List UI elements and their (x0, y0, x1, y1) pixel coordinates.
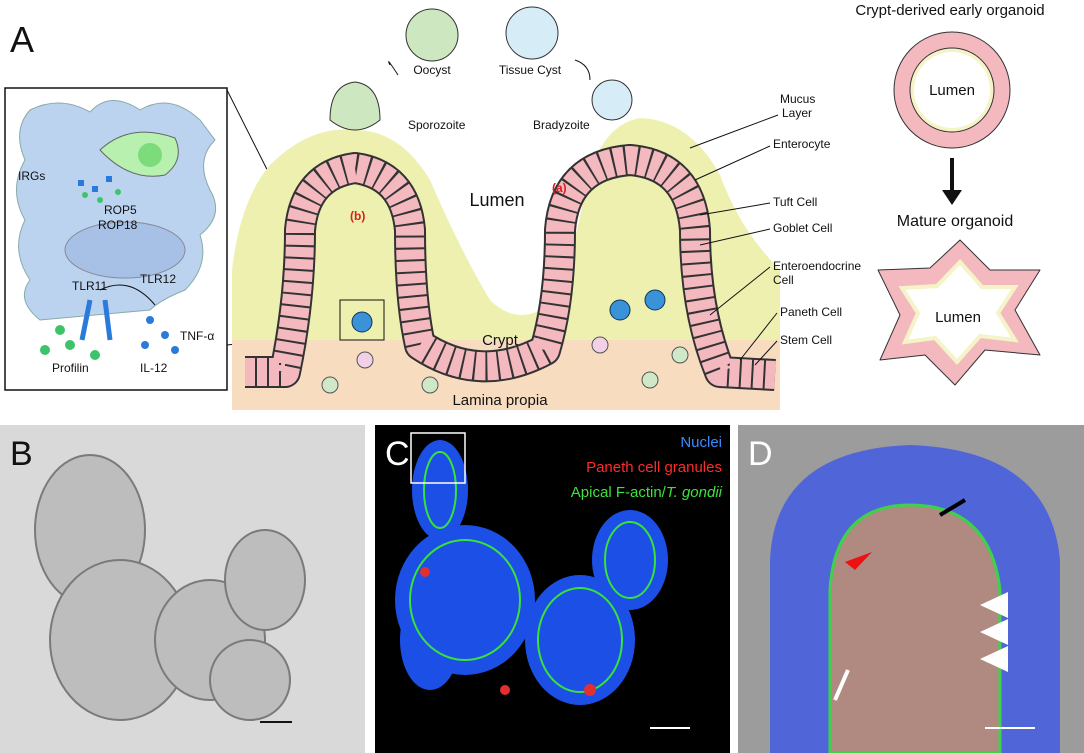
leader-lines (689, 114, 779, 366)
label: Tuft Cell (773, 195, 817, 209)
oocyst (405, 8, 459, 62)
label: Profilin (52, 361, 89, 375)
parasite-nucleus (138, 143, 162, 167)
profilin-dots (40, 325, 100, 360)
label: Enterocyte (773, 137, 831, 151)
label: Lumen (935, 309, 981, 326)
organoid-brightfield (34, 454, 306, 721)
label: Goblet Cell (773, 221, 832, 235)
legend-entry: Nuclei (680, 434, 722, 451)
label: IRGs (18, 169, 45, 183)
lumen (828, 503, 1002, 753)
mature-lumen (898, 259, 1019, 365)
lumen-label: Lumen (469, 190, 524, 210)
epithelium (245, 146, 776, 389)
label: Oocyst (413, 63, 451, 77)
tissue-cyst (505, 6, 559, 60)
inset-frame (339, 299, 385, 341)
label: Crypt-derived early organoid (855, 2, 1044, 19)
label: TLR12 (140, 272, 176, 286)
arrow-head (942, 190, 962, 205)
route-label: (a) (552, 181, 567, 195)
label: Tissue Cyst (499, 63, 562, 77)
label: Enteroendocrine Cell (773, 259, 861, 287)
label: Paneth Cell (780, 305, 842, 319)
cytokine-marks (141, 316, 179, 354)
panel-letter: C (385, 435, 410, 473)
tlr11 (79, 299, 93, 341)
actin-stain (409, 451, 656, 693)
panel-letter: D (748, 435, 773, 473)
arrows (388, 59, 591, 81)
zoom-box (410, 432, 466, 484)
arrowheads (980, 592, 1008, 672)
arrow (99, 284, 156, 306)
crypt-label: Crypt (482, 332, 519, 349)
nucleus (64, 221, 186, 279)
label: TNF-α (180, 329, 214, 343)
legend-entry: Apical F-actin/T. gondii (571, 484, 723, 501)
label: Mucus Layer (780, 92, 815, 120)
black-arrow (938, 498, 967, 517)
paneth-stain (420, 567, 596, 696)
route-label: (b) (350, 209, 365, 223)
panel-letter: B (10, 435, 33, 473)
label: Stem Cell (780, 333, 832, 347)
panel-letter: A (10, 19, 34, 60)
rop-marks (82, 189, 121, 203)
red-arrow (845, 552, 872, 570)
lamina-label: Lamina propia (452, 392, 548, 409)
label: ROP5 (104, 203, 137, 217)
label: ROP18 (98, 218, 138, 232)
immune-cells (321, 289, 689, 394)
label: Bradyzoite (533, 118, 590, 132)
label: Mature organoid (897, 213, 1014, 230)
label: TLR11 (72, 279, 107, 293)
tlr12 (102, 299, 113, 341)
early-lumen (914, 52, 990, 128)
label: IL-12 (140, 361, 168, 375)
white-arrow (833, 669, 850, 701)
nuclei-layer (770, 445, 1060, 753)
label: Lumen (929, 82, 975, 99)
cyst-in-lumen (591, 79, 633, 121)
irg-marks (78, 176, 112, 192)
oocyst-in-lumen (329, 81, 381, 131)
legend-entry: Paneth cell granules (586, 459, 722, 476)
label: Sporozoite (408, 118, 466, 132)
